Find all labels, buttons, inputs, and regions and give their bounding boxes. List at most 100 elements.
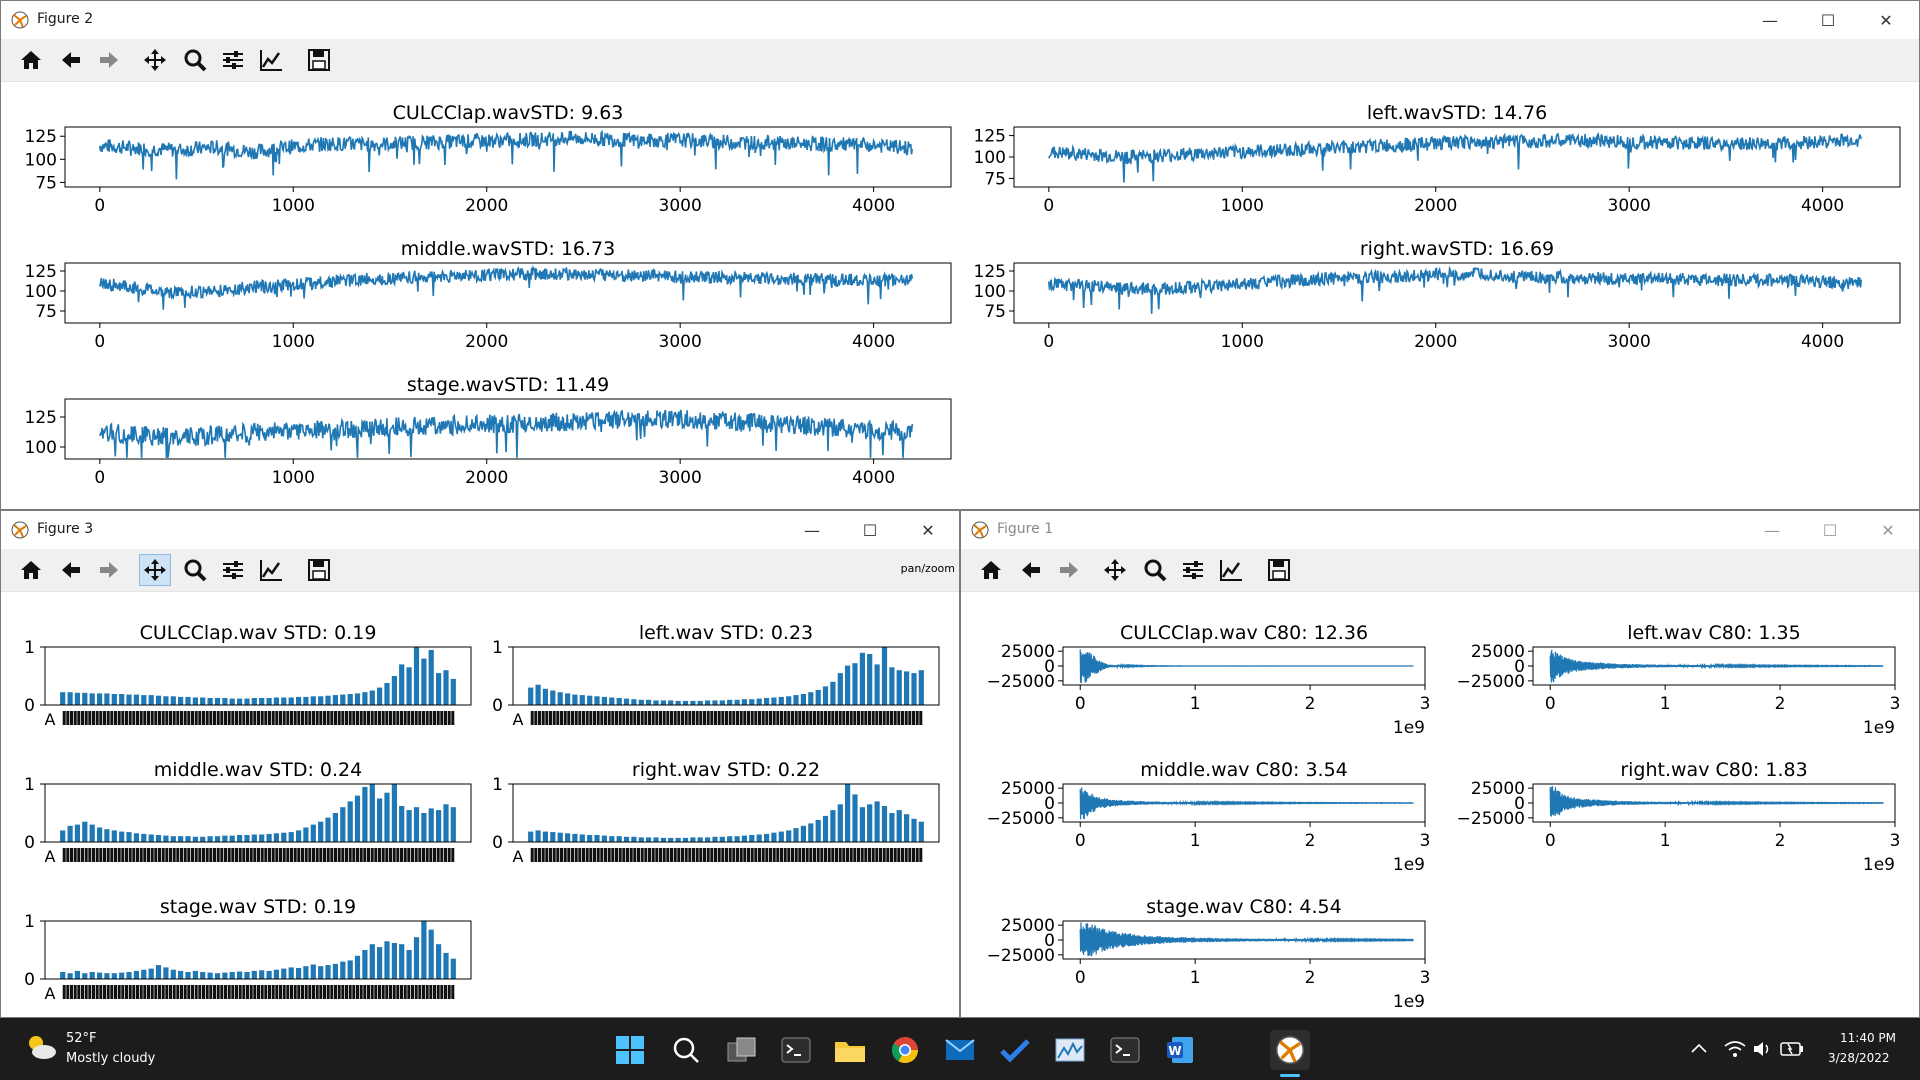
maximize-button[interactable]: ☐ [1820,10,1836,30]
volume-icon[interactable] [1752,1040,1772,1058]
forward-tool-button[interactable] [93,554,125,586]
pan-tool-button[interactable] [1099,554,1131,586]
save-tool-button[interactable] [303,44,335,76]
forward-tool-button[interactable] [1053,554,1085,586]
figure-2-titlebar[interactable]: Figure 2 — ☐ ✕ [1,1,1919,39]
bar [572,694,578,705]
x-tick-label-glyph [864,711,868,725]
maximize-button[interactable]: ☐ [1822,520,1838,540]
perfmon-taskbar-button[interactable] [1050,1030,1090,1070]
home-tool-button[interactable] [15,554,47,586]
wifi-icon[interactable] [1724,1040,1746,1058]
back-tool-button[interactable] [1015,554,1047,586]
x-tick-label-glyph [246,848,249,862]
configure-subplots-tool-button[interactable] [217,44,249,76]
x-tick-label-glyph [725,711,728,725]
bar [852,794,858,842]
minimize-button[interactable]: — [1764,520,1780,540]
close-button[interactable]: ✕ [1879,10,1893,30]
pan-tool-button[interactable] [139,554,171,586]
mail-taskbar-button[interactable] [940,1030,980,1070]
back-tool-button[interactable] [55,44,87,76]
figure-2-plots[interactable]: CULCClap.wavSTD: 9.630 1000 2000 3000 400075… [1,81,1919,509]
figure-1-titlebar[interactable]: Figure 1 — ☐ ✕ [961,511,1919,549]
configure-subplots-tool-button[interactable] [217,554,249,586]
save-tool-button[interactable] [303,554,335,586]
zoom-tool-button[interactable] [179,44,211,76]
figure-1-canvas[interactable]: CULCClap.wav C80: 12.36 0 1 2 3 1e9 −25000 0 250… [961,591,1919,1017]
bar [163,967,169,979]
bar [682,837,689,842]
x-tick-label-glyph [279,711,282,725]
weather-description[interactable]: Mostly cloudy [66,1051,156,1066]
bar [266,970,272,979]
x-tick-label-glyph [585,711,589,725]
back-icon [62,52,80,68]
x-tick-label-glyph [356,711,359,725]
x-tick-label-glyph [622,711,626,725]
close-button[interactable]: ✕ [1881,520,1895,540]
bar [148,968,154,979]
bar [631,699,637,705]
python-figure-taskbar-button[interactable] [1270,1030,1310,1070]
bar [579,695,585,705]
axes-frame [44,783,472,843]
edit-axis-tool-button[interactable] [1215,554,1247,586]
bar-subplot: CULCClap.wav STD: 0.19 0 1 A [24,622,472,729]
home-tool-button[interactable] [975,554,1007,586]
axes-frame [512,783,940,843]
terminal-2-taskbar-button[interactable] [1105,1030,1145,1070]
start-button[interactable] [610,1030,650,1070]
cloudy-weather-icon[interactable] [24,1032,58,1062]
bar [74,970,80,979]
zoom-tool-button[interactable] [179,554,211,586]
x-tick-label-glyph [857,711,860,725]
task-view-button[interactable] [722,1030,762,1070]
bar [214,973,221,979]
bar [406,667,412,705]
x-tick-label: 4000 [852,196,895,216]
x-tick-label-glyph [915,848,919,862]
x-tick-label-glyph [121,985,125,999]
maximize-button[interactable]: ☐ [862,520,878,540]
todo-taskbar-button[interactable] [995,1030,1035,1070]
chevron-up-icon[interactable] [1690,1042,1708,1054]
file-explorer-taskbar-button[interactable] [830,1030,870,1070]
x-tick-label-glyph [315,848,319,862]
active-app-indicator [1280,1074,1300,1077]
search-button[interactable] [666,1030,706,1070]
bar [399,944,405,979]
pan-tool-button[interactable] [139,44,171,76]
battery-icon[interactable] [1780,1041,1804,1057]
x-tick-label-glyph [897,848,901,862]
zoom-tool-button[interactable] [1139,554,1171,586]
bar [82,973,88,979]
figure-2-canvas[interactable]: CULCClap.wavSTD: 9.63 0 1000 2000 3000 4000 75… [1,81,1919,509]
save-tool-button[interactable] [1263,554,1295,586]
minimize-button[interactable]: — [1762,10,1778,30]
minimize-button[interactable]: — [804,520,820,540]
figure-1-plots[interactable]: CULCClap.wav C80: 12.360 1 2 31e9−250000250… [961,591,1919,1017]
terminal-icon [781,1037,811,1063]
home-tool-button[interactable] [15,44,47,76]
forward-tool-button[interactable] [93,44,125,76]
figure-3-titlebar[interactable]: Figure 3 — ☐ ✕ [1,511,959,549]
subplot-title: stage.wav C80: 4.54 [1146,896,1341,918]
configure-subplots-tool-button[interactable] [1177,554,1209,586]
clock-time[interactable]: 11:40 PM [1840,1031,1896,1045]
edit-axis-tool-button[interactable] [255,554,287,586]
bar [623,836,630,842]
weather-temperature[interactable]: 52°F [66,1031,97,1046]
clock-date[interactable]: 3/28/2022 [1828,1051,1890,1065]
x-tick-label-glyph [560,848,563,862]
chrome-taskbar-button[interactable] [885,1030,925,1070]
x-tick-label-glyph [345,985,348,999]
back-tool-button[interactable] [55,554,87,586]
x-tick-label-glyph [275,848,279,862]
word-taskbar-button[interactable]: W [1160,1030,1200,1070]
edit-axis-tool-button[interactable] [255,44,287,76]
close-button[interactable]: ✕ [921,520,935,540]
terminal-taskbar-button[interactable] [776,1030,816,1070]
